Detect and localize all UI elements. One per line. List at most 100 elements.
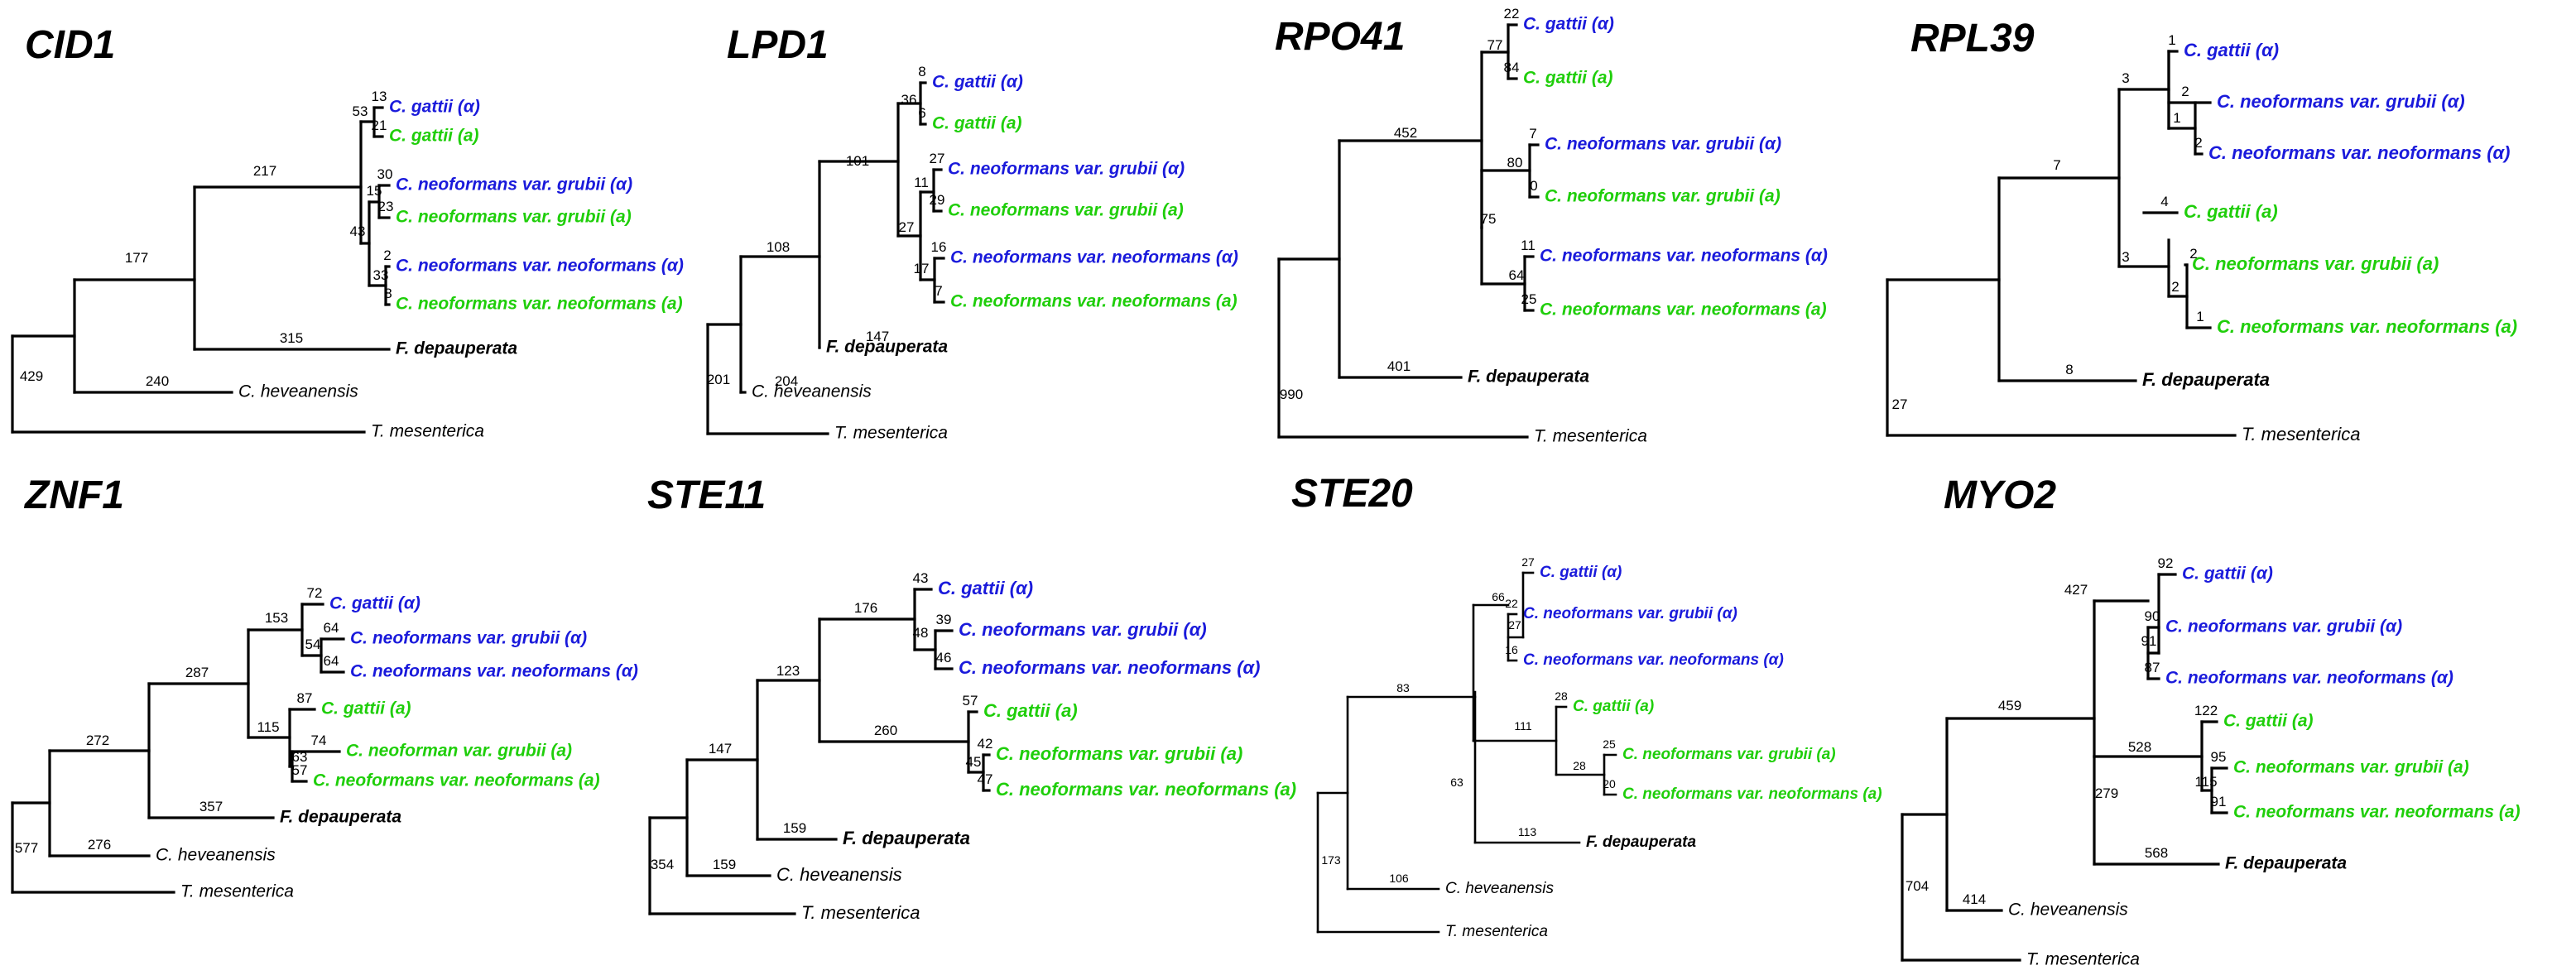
taxon-label: C. heveanensis [1445, 880, 1554, 897]
taxon-label: C. gattii (a) [2184, 201, 2278, 222]
branch-length-label: 80 [1507, 155, 1523, 171]
branch-length-label: 147 [709, 741, 732, 757]
taxon-label: C. neoformans var. grubii (α) [2217, 91, 2465, 112]
branch-length-label: 401 [1387, 358, 1411, 374]
branch-length-label: 43 [350, 223, 366, 239]
branch-length-label: 25 [1603, 737, 1616, 751]
taxon-label: F. depauperata [396, 339, 517, 358]
branch-length-label: 240 [146, 373, 169, 389]
branch-length-label: 39 [936, 612, 952, 627]
taxon-label: C. neoformans var. neoformans (a) [1622, 785, 1882, 803]
taxon-label: T. mesenterica [2026, 950, 2140, 969]
taxon-label: F. depauperata [826, 338, 948, 357]
taxon-label: C. neoformans var. neoformans (α) [350, 662, 638, 681]
branch-length-label: 177 [125, 250, 148, 266]
branch-length-label: 54 [305, 637, 321, 652]
taxon-label: C. neoformans var. neoformans (a) [950, 292, 1238, 311]
taxon-label: C. gattii (α) [1523, 15, 1614, 34]
taxon-label: C. neoformans var. neoformans (a) [2217, 316, 2517, 337]
branch-length-label: 276 [88, 837, 111, 853]
taxon-label: C. neoformans var. neoformans (a) [996, 779, 1296, 800]
branch-length-label: 1 [2168, 32, 2175, 48]
branch-length-label: 27 [1508, 618, 1521, 632]
tree-title-znf1: ZNF1 [23, 473, 124, 517]
taxon-label: T. mesenterica [834, 424, 948, 443]
taxon-label: C. neoformans var. neoformans (a) [313, 771, 600, 790]
taxon-label: T. mesenterica [371, 422, 484, 441]
branch-length-label: 57 [292, 762, 308, 778]
branch-length-label: 429 [20, 368, 43, 384]
tree-title-rpl39: RPL39 [1910, 17, 2035, 60]
tree-ste11-panel: STE11 C. gattii (α) 43 C. neoformans var. … [647, 473, 1296, 923]
branch-length-label: 23 [378, 199, 394, 214]
branch-length-label: 7 [2053, 157, 2060, 173]
branch-length-label: 990 [1280, 387, 1303, 402]
taxon-label: C. gattii (a) [1523, 69, 1613, 88]
branch-length-label: 27 [899, 219, 915, 235]
branch-length-label: 113 [1518, 825, 1537, 838]
branch-length-label: 115 [2194, 774, 2217, 790]
branch-length-label: 217 [253, 163, 276, 179]
branch-length-label: 27 [930, 151, 945, 166]
taxon-label: C. gattii (α) [389, 98, 480, 117]
branch-length-label: 173 [1321, 853, 1341, 867]
branch-length-label: 115 [257, 719, 279, 735]
branch-length-label: 315 [280, 330, 303, 346]
taxon-label: C. gattii (a) [321, 699, 411, 718]
branch-length-label: 7 [935, 283, 942, 299]
taxon-label: C. heveanensis [776, 864, 902, 885]
branch-length-label: 414 [1963, 891, 1986, 907]
tree-rpo41-panel: RPO41 C. gattii (α)22 C. gattii (a)84 C. n… [1275, 6, 1828, 446]
branch-length-label: 74 [311, 733, 327, 748]
branch-length-label: 15 [367, 183, 382, 199]
branch-length-label: 16 [931, 239, 947, 255]
branch-length-label: 8 [918, 64, 925, 79]
taxon-label: C. neoformans var. neoformans (a) [396, 295, 683, 314]
tree-title-ste11: STE11 [647, 473, 766, 517]
branch-length-label: 43 [913, 570, 929, 586]
branch-length-label: 27 [1521, 555, 1535, 569]
taxon-label: C. neoformans var. neoformans (α) [1523, 651, 1784, 669]
branch-length-label: 90 [2145, 608, 2160, 624]
branch-length-label: 159 [783, 820, 806, 836]
tree-title-lpd1: LPD1 [727, 23, 829, 67]
branch-length-label: 28 [1573, 759, 1586, 772]
taxon-label: T. mesenterica [180, 882, 294, 901]
branch-length-label: 91 [2141, 633, 2157, 649]
taxon-label: C. neoformans var. grubii (α) [1523, 605, 1737, 622]
taxon-label: C. gattii (a) [932, 114, 1022, 133]
taxon-label: C. heveanensis [752, 382, 872, 401]
branch-length-label: 106 [1389, 872, 1409, 885]
branch-length-label: 22 [1505, 597, 1518, 610]
taxon-label: C. gattii (α) [938, 578, 1033, 598]
branch-length-label: 30 [377, 166, 393, 182]
taxon-label: C. neoformans var. grubii (α) [959, 619, 1207, 640]
branch-length-label: 279 [2095, 785, 2118, 801]
branch-length-label: 101 [846, 153, 869, 169]
branch-length-label: 0 [1530, 178, 1537, 194]
branch-length-label: 66 [1492, 590, 1505, 603]
branch-length-label: 153 [265, 610, 288, 626]
taxon-label: F. depauperata [1586, 833, 1696, 851]
taxon-label: F. depauperata [843, 828, 970, 848]
branch-length-label: 95 [2211, 749, 2227, 765]
branch-length-label: 16 [1505, 643, 1518, 656]
branch-length-label: 2 [383, 247, 391, 263]
branch-length-label: 53 [353, 103, 368, 119]
taxon-label: C. heveanensis [238, 382, 358, 401]
branch-length-label: 36 [901, 92, 917, 108]
taxon-label: C. neoformans var. grubii (a) [1622, 746, 1836, 763]
tree-znf1-panel: ZNF1 C. gattii (α) 72 C. neoformans var. g… [11, 473, 638, 901]
taxon-label: F. depauperata [2225, 854, 2347, 873]
branch-length-label: 2 [2194, 135, 2202, 151]
taxon-label: F. depauperata [1468, 368, 1589, 387]
tree-lpd1-panel: LPD1 C. gattii (α) 8 C. gattii (a) 6 C. neof… [706, 23, 1238, 443]
branch-length-label: 87 [297, 690, 313, 706]
taxon-label: C. gattii (α) [1540, 564, 1622, 581]
branch-length-label: 108 [767, 239, 790, 255]
taxon-label: C. neoformans var. grubii (α) [1545, 135, 1781, 154]
taxon-label: C. neoformans var. neoformans (α) [396, 257, 684, 276]
branch-length-label: 8 [384, 286, 392, 301]
taxon-label: C. heveanensis [156, 846, 276, 865]
